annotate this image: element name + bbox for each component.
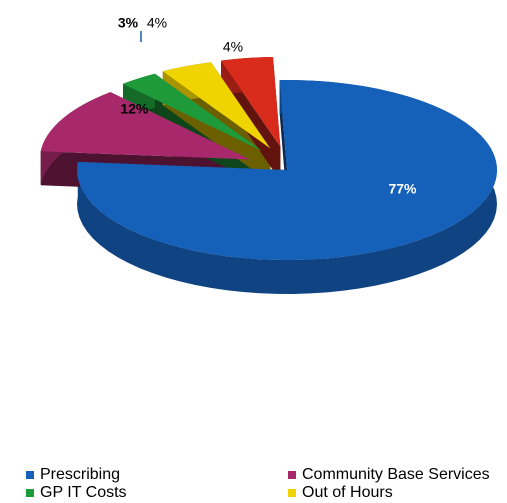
pie-slice-prescribing (77, 80, 497, 260)
data-label-slice-5: 4% (223, 39, 243, 55)
data-label-out-of-hours: 4% (147, 15, 167, 31)
pie-tops (40, 56, 497, 260)
pie-slice-community-base-services (40, 92, 250, 160)
pie-slice-gp-it-costs (123, 73, 263, 152)
data-label-prescribing: 77% (388, 181, 417, 197)
pie-slice-slice-5 (221, 56, 281, 147)
pie-data-labels: 77% 12% 3% 4% 4% (118, 15, 417, 197)
data-label-gp-it-costs: 3% (118, 15, 139, 31)
pie-slice-out-of-hours (162, 62, 271, 149)
data-label-community-base-services: 12% (120, 101, 149, 117)
